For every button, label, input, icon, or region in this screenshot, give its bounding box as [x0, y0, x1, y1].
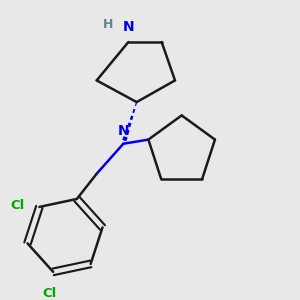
Text: Cl: Cl — [10, 199, 24, 212]
Text: Cl: Cl — [43, 287, 57, 300]
Text: N: N — [118, 124, 129, 138]
Text: N: N — [122, 20, 134, 34]
Text: H: H — [103, 18, 113, 31]
